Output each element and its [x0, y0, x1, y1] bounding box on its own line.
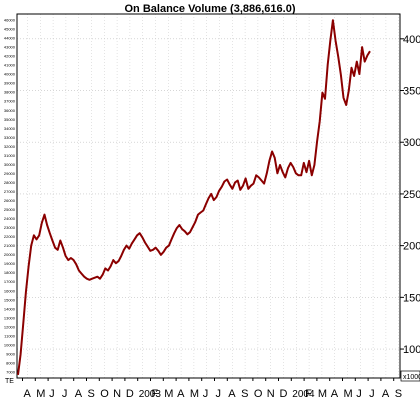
left-tick-label: 33000	[4, 135, 16, 140]
left-tick-label: 43000	[4, 45, 16, 50]
chart-title: On Balance Volume (3,886,616.0)	[125, 3, 296, 15]
left-tick-label: 7000	[6, 370, 16, 375]
obv-line	[17, 19, 371, 376]
left-tick-label: 23000	[4, 225, 16, 230]
left-tick-label: 18000	[4, 270, 16, 275]
x-tick-label: N	[267, 388, 275, 400]
right-tick-label: 100	[403, 344, 420, 356]
x-tick-label: J	[62, 388, 68, 400]
left-tick-label: 8000	[6, 360, 16, 365]
left-tick-label: 44000	[4, 36, 16, 41]
plot-frame	[16, 13, 401, 379]
x-tick-label: A	[24, 388, 32, 400]
left-tick-label: 42000	[4, 54, 16, 59]
x-tick-label: S	[241, 388, 248, 400]
x-tick-label: J	[216, 388, 222, 400]
left-tick-label: 9000	[6, 351, 16, 356]
x-tick-label: 2003	[139, 389, 162, 400]
right-tick-label: 400	[403, 34, 420, 46]
x-tick-label: N	[113, 388, 121, 400]
left-tick-label: 14000	[4, 306, 16, 311]
left-tick-label: 13000	[4, 315, 16, 320]
x-tick-label: M	[36, 388, 45, 400]
left-tick-label: 32000	[4, 144, 16, 149]
x-tick-label: S	[88, 388, 95, 400]
x-tick-label: J	[356, 388, 362, 400]
left-tick-label: 46000	[4, 18, 16, 23]
right-tick-label: 200	[403, 241, 420, 253]
left-tick-label: 39000	[4, 81, 16, 86]
left-tick-label: 31000	[4, 153, 16, 158]
x-tick-label: A	[177, 388, 185, 400]
x-tick-label: J	[203, 388, 209, 400]
x-tick-label: J	[49, 388, 55, 400]
left-tick-label: 35000	[4, 117, 16, 122]
left-axis: 7000 8000 9000 10000 11000 12000 13000 14000 150…	[4, 18, 16, 375]
left-tick-label: 41000	[4, 63, 16, 68]
left-tick-label: 17000	[4, 279, 16, 284]
left-tick-label: 30000	[4, 162, 16, 167]
left-tick-label: 45000	[4, 27, 16, 32]
right-tick-label: 150	[403, 292, 420, 304]
right-tick-label: 300	[403, 137, 420, 149]
left-tick-label: 26000	[4, 198, 16, 203]
grid	[17, 14, 400, 378]
x-tick-label: M	[190, 388, 199, 400]
x-tick-label: M	[164, 388, 173, 400]
left-tick-label: 20000	[4, 252, 16, 257]
left-tick-label: 21000	[4, 243, 16, 248]
x-tick-label: A	[75, 388, 83, 400]
left-tick-label: 27000	[4, 189, 16, 194]
left-tick-label: 38000	[4, 90, 16, 95]
x-tick-label: J	[369, 388, 375, 400]
left-tick-label: 22000	[4, 234, 16, 239]
x-tick-label: 2004	[292, 389, 315, 400]
right-tick-label: 350	[403, 86, 420, 98]
x-tick-label: F	[152, 388, 159, 400]
left-tick-label: 12000	[4, 324, 16, 329]
x-tick-label: S	[395, 388, 402, 400]
x-tick-label: F	[305, 388, 312, 400]
right-axis: 100 150 200 250 300 350 400	[400, 34, 420, 356]
left-tick-label: 36000	[4, 108, 16, 113]
left-tick-label: 11000	[4, 333, 16, 338]
left-tick-label: 34000	[4, 126, 16, 131]
left-tick-label: 40000	[4, 72, 16, 77]
left-tick-label: 19000	[4, 261, 16, 266]
left-tick-label: 15000	[4, 297, 16, 302]
x-tick-label: M	[318, 388, 327, 400]
unit-box	[400, 370, 420, 382]
unit-label: x1000	[403, 374, 420, 381]
left-axis-bottom-label: TE	[5, 378, 14, 385]
x-tick-label: D	[126, 388, 134, 400]
x-tick-label: O	[254, 388, 263, 400]
x-tick-label: A	[382, 388, 390, 400]
left-tick-label: 29000	[4, 171, 16, 176]
left-tick-label: 24000	[4, 216, 16, 221]
right-tick-label: 250	[403, 189, 420, 201]
x-tick-label: M	[344, 388, 353, 400]
left-tick-label: 10000	[4, 342, 16, 347]
left-tick-label: 25000	[4, 207, 16, 212]
x-tick-label: O	[100, 388, 109, 400]
left-tick-label: 28000	[4, 180, 16, 185]
left-tick-label: 37000	[4, 99, 16, 104]
series-layer	[17, 19, 371, 376]
x-tick-label: A	[228, 388, 236, 400]
x-tick-label: D	[280, 388, 288, 400]
left-tick-label: 16000	[4, 288, 16, 293]
x-tick-label: A	[331, 388, 339, 400]
